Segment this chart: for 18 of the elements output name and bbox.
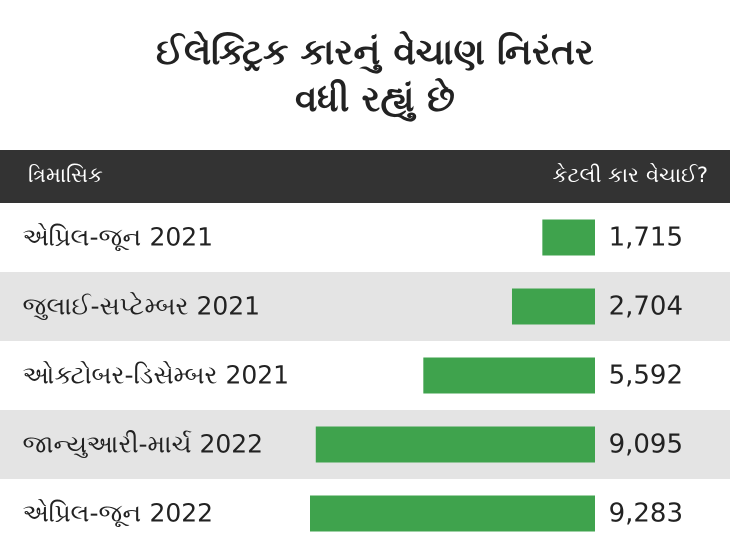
bar [542, 220, 595, 256]
bar [512, 288, 595, 324]
data-label: 2,704 [608, 292, 683, 322]
x-axis-title: કેટલી કાર વેચાઈ? [552, 163, 708, 187]
bar [423, 358, 595, 394]
chart-title: ઈલેક્ટ્રિક કારનું વેચાણ નિરંતર વધી રહ્યું છે [155, 30, 595, 124]
data-label: 9,283 [608, 498, 683, 528]
y-tick-label: જાન્યુઆરી-માર્ચ 2022 [22, 430, 264, 458]
bar [316, 426, 595, 462]
y-axis-title: ત્રિમાસિક [28, 163, 103, 187]
data-label: 9,095 [608, 430, 683, 460]
y-tick-label: ઓક્ટોબર-ડિસેમ્બર 2021 [22, 360, 290, 390]
y-tick-label: એપ્રિલ-જૂન 2021 [22, 222, 214, 252]
y-tick-label: એપ્રિલ-જૂન 2022 [22, 498, 214, 528]
bar [310, 496, 595, 532]
y-tick-label: જુલાઈ-સપ્ટેમ્બર 2021 [22, 292, 260, 320]
data-label: 5,592 [608, 360, 683, 390]
data-label: 1,715 [608, 222, 683, 252]
